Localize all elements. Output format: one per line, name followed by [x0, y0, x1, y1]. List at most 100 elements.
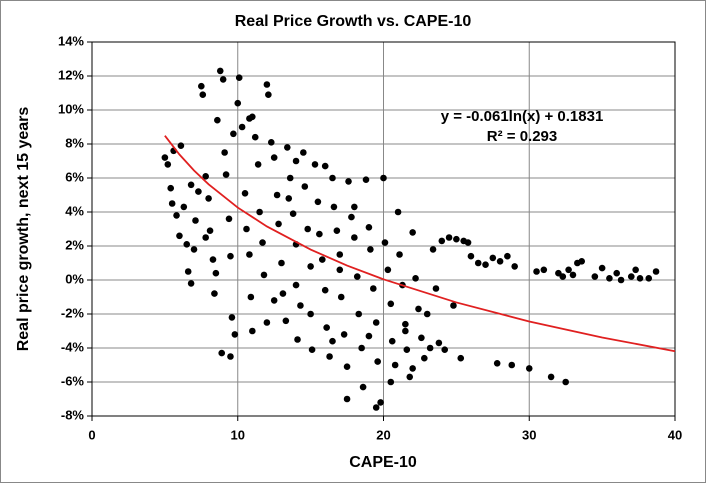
- point: [270, 154, 278, 161]
- point: [292, 157, 300, 165]
- point: [211, 290, 218, 297]
- point: [300, 149, 307, 156]
- point: [396, 251, 403, 258]
- point: [214, 116, 221, 124]
- point: [453, 235, 460, 243]
- point: [273, 191, 281, 199]
- point: [282, 317, 290, 325]
- point: [565, 266, 572, 274]
- point: [435, 339, 443, 347]
- point: [351, 234, 358, 241]
- point: [297, 302, 304, 309]
- point: [284, 144, 291, 151]
- point: [429, 246, 437, 253]
- point: [307, 263, 314, 270]
- point: [358, 344, 365, 352]
- point: [384, 266, 392, 274]
- point: [374, 358, 381, 365]
- point: [336, 251, 344, 258]
- point: [559, 273, 567, 280]
- y-tick-label: 2%: [65, 237, 84, 252]
- point: [227, 353, 234, 360]
- point: [238, 123, 246, 131]
- y-tick-label: 6%: [65, 169, 84, 184]
- point: [504, 252, 511, 260]
- point: [279, 290, 287, 297]
- point: [450, 302, 457, 309]
- point: [540, 266, 548, 274]
- point: [307, 310, 314, 318]
- y-tick-label: 14%: [58, 33, 84, 48]
- point: [218, 349, 226, 357]
- point: [525, 365, 533, 372]
- point: [402, 327, 409, 335]
- point: [212, 269, 220, 277]
- point: [167, 184, 175, 192]
- point: [225, 215, 233, 223]
- y-tick-label: -8%: [61, 407, 85, 422]
- point: [336, 266, 344, 274]
- point: [195, 188, 202, 195]
- point: [387, 378, 395, 386]
- point: [547, 373, 555, 381]
- point: [365, 224, 373, 231]
- chart-title: Real Price Growth vs. CAPE-10: [235, 13, 472, 30]
- x-tick-label: 10: [231, 427, 245, 442]
- point: [421, 354, 428, 362]
- point: [496, 258, 504, 265]
- point: [345, 178, 352, 185]
- point: [606, 275, 613, 282]
- point: [241, 190, 249, 197]
- point: [219, 76, 227, 83]
- point: [230, 130, 237, 138]
- point: [321, 162, 329, 170]
- point: [562, 378, 569, 386]
- point: [533, 268, 540, 275]
- point: [267, 139, 275, 146]
- point: [343, 395, 351, 403]
- y-tick-label: -6%: [61, 373, 85, 388]
- point: [243, 225, 250, 233]
- point: [228, 314, 236, 321]
- point: [206, 227, 214, 234]
- point: [441, 346, 449, 354]
- point: [330, 203, 338, 211]
- point: [426, 344, 434, 352]
- point: [176, 232, 183, 240]
- point: [275, 220, 282, 228]
- point: [323, 324, 330, 331]
- point: [493, 360, 501, 367]
- point: [221, 149, 228, 156]
- point: [377, 399, 384, 406]
- point: [251, 133, 259, 141]
- point: [432, 285, 440, 292]
- point: [192, 217, 199, 224]
- point: [464, 239, 472, 246]
- point: [632, 266, 639, 274]
- point: [406, 373, 414, 381]
- y-tick-label: 8%: [65, 135, 84, 150]
- point: [636, 275, 644, 282]
- point: [365, 332, 373, 340]
- point: [418, 334, 425, 342]
- point: [187, 181, 195, 189]
- point: [627, 273, 635, 280]
- point: [234, 99, 242, 107]
- y-tick-label: 0%: [65, 271, 84, 286]
- point: [259, 239, 266, 246]
- point: [246, 115, 253, 122]
- y-tick-label: 4%: [65, 203, 84, 218]
- point: [351, 203, 358, 211]
- point: [270, 297, 278, 304]
- point: [367, 246, 374, 253]
- point: [645, 275, 653, 282]
- point: [278, 259, 285, 267]
- y-tick-label: -2%: [61, 305, 85, 320]
- point: [285, 195, 293, 202]
- point: [265, 91, 272, 98]
- point: [286, 174, 294, 182]
- point: [199, 91, 207, 98]
- equation: y = -0.061ln(x) + 0.1831: [441, 108, 604, 125]
- point: [161, 154, 169, 161]
